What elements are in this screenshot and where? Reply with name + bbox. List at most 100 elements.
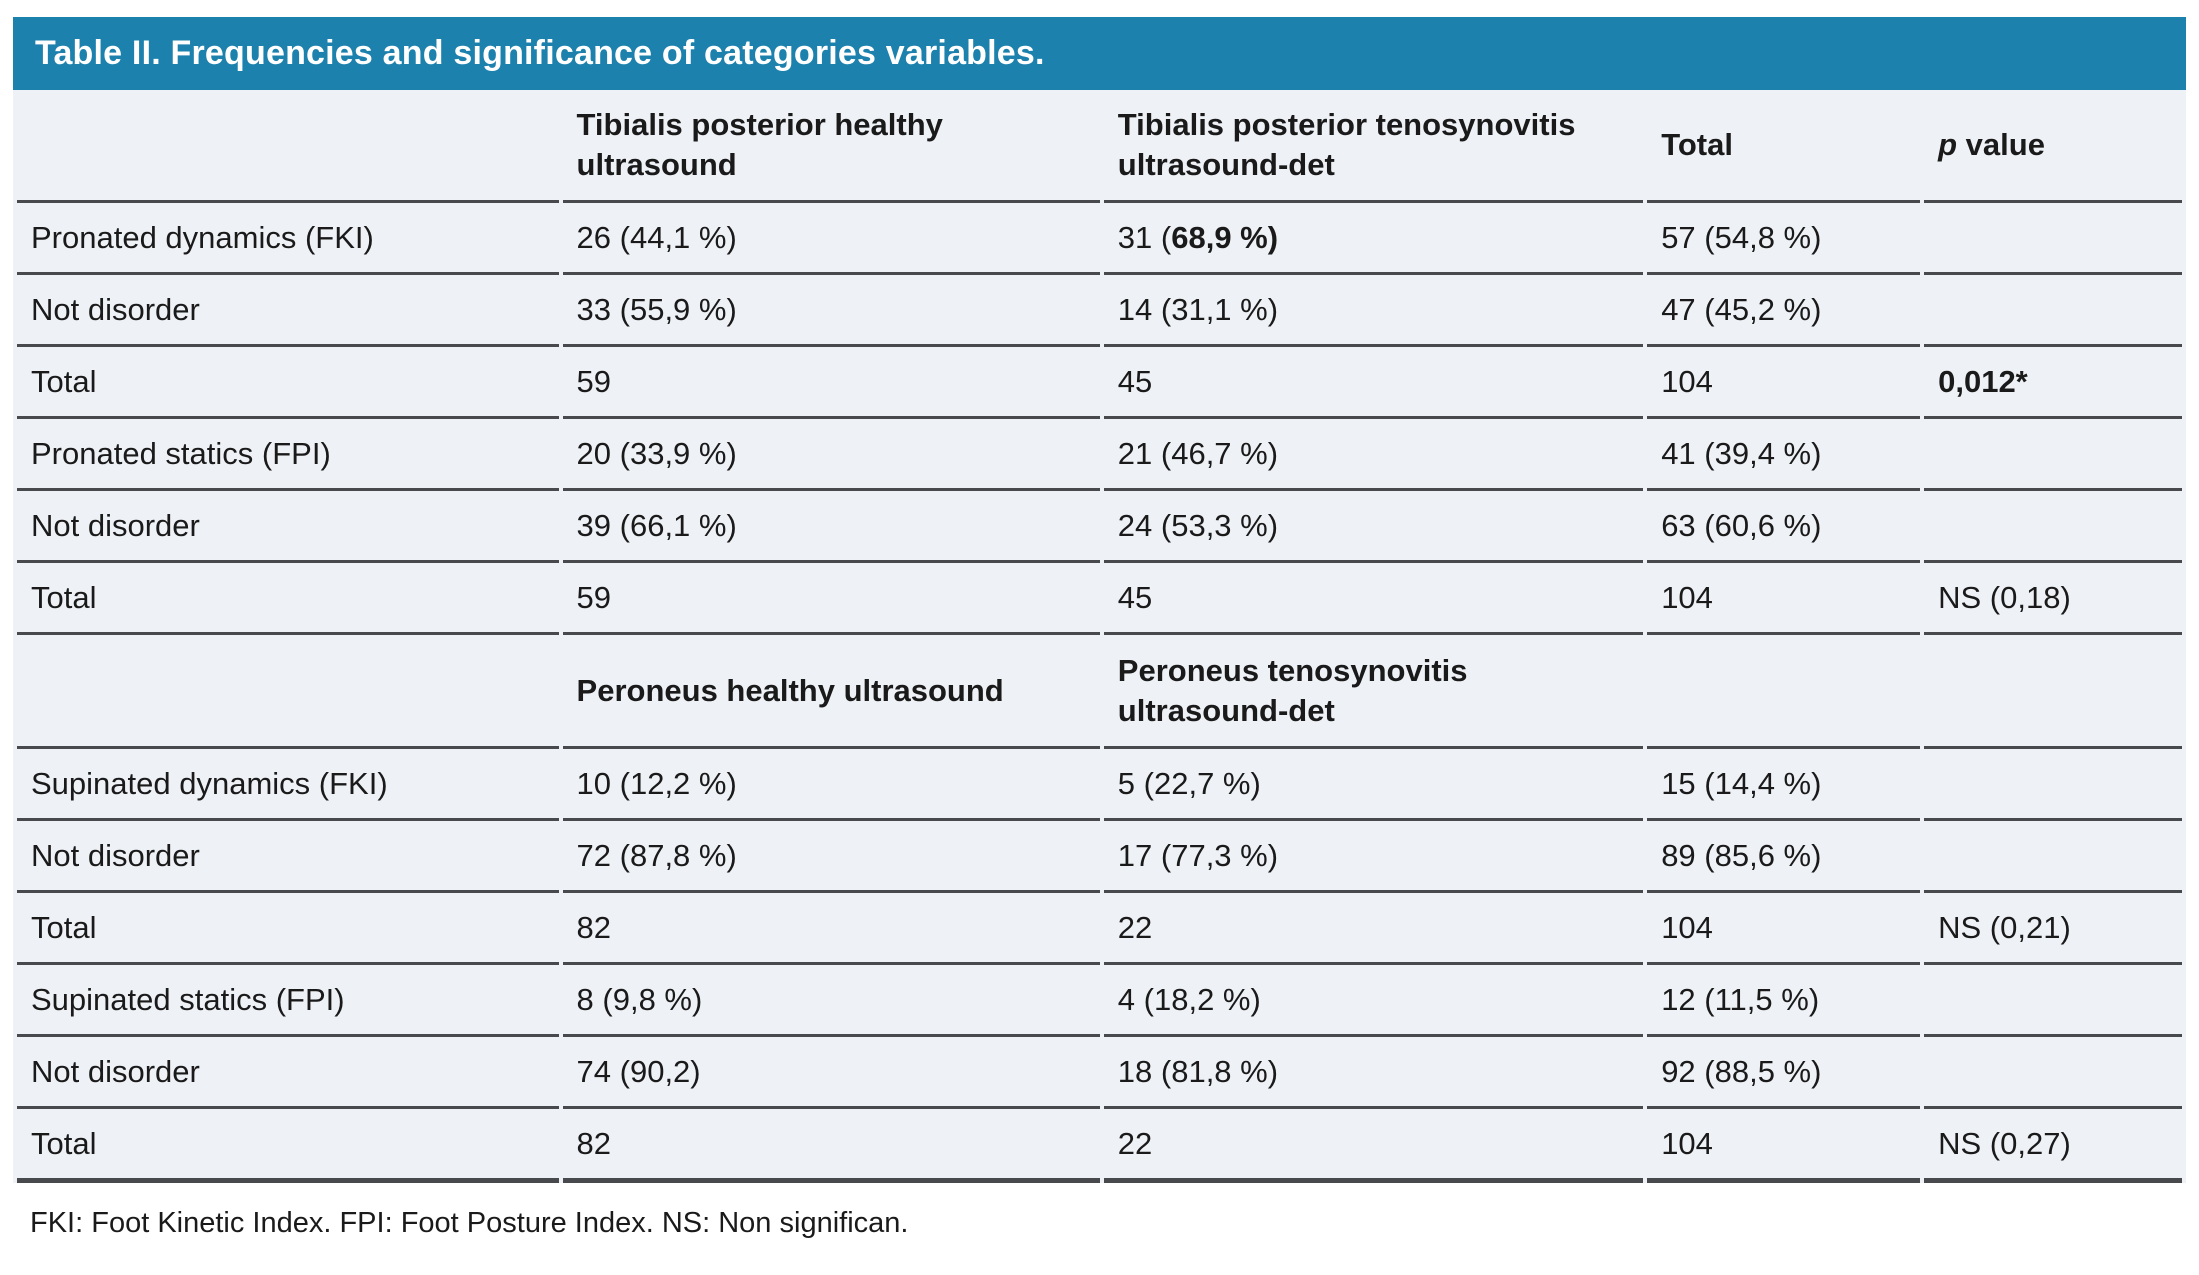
cell-text: Not disorder <box>31 1053 200 1089</box>
table-row: Total 82 22 104 NS (0,21) <box>17 893 2182 965</box>
cell-text: 72 (87,8 %) <box>576 837 737 873</box>
cell-text: 59 <box>576 579 612 615</box>
table-cell: 82 <box>562 893 1100 965</box>
cell-text: 17 (77,3 %) <box>1117 837 1279 873</box>
table-header-row: Tibialis posterior healthy ultrasound Ti… <box>17 90 2182 203</box>
table-cell: 22 <box>1103 893 1644 965</box>
table-cell: 18 (81,8 %) <box>1103 1037 1644 1109</box>
table-row: Not disorder 74 (90,2) 18 (81,8 %) 92 (88,5… <box>17 1037 2182 1109</box>
cell-text: 104 <box>1661 909 1713 945</box>
table-cell <box>1924 1037 2182 1109</box>
table-cell: 17 (77,3 %) <box>1103 821 1644 893</box>
table-cell: 45 <box>1103 563 1644 635</box>
table-cell: 31 (68,9 %) <box>1103 203 1644 275</box>
table-cell: Pronated statics (FPI) <box>17 419 559 491</box>
cell-text: Pronated statics (FPI) <box>31 435 331 471</box>
table-cell: 104 <box>1647 347 1921 419</box>
table-cell: Peroneus tenosynovitis ultrasound-det <box>1103 635 1644 749</box>
cell-text: 0,012* <box>1938 363 2028 399</box>
header-cell-tibialis-healthy: Tibialis posterior healthy ultrasound <box>562 90 1100 203</box>
cell-text: 31 ( <box>1117 219 1172 255</box>
cell-text: 15 (14,4 %) <box>1661 765 1822 801</box>
cell-text: 21 (46,7 %) <box>1117 435 1279 471</box>
table-cell: 33 (55,9 %) <box>562 275 1100 347</box>
table-title-bar: Table II. Frequencies and significance o… <box>13 17 2186 90</box>
table-cell: 89 (85,6 %) <box>1647 821 1921 893</box>
table-cell: Total <box>17 893 559 965</box>
table-cell: 24 (53,3 %) <box>1103 491 1644 563</box>
cell-text: 10 (12,2 %) <box>576 765 737 801</box>
cell-text: 82 <box>576 1125 612 1161</box>
cell-text: Total <box>31 909 97 945</box>
cell-text: NS (0,18) <box>1938 579 2071 615</box>
table-cell: 82 <box>562 1109 1100 1183</box>
cell-text: NS (0,27) <box>1938 1125 2071 1161</box>
table-cell: 8 (9,8 %) <box>562 965 1100 1037</box>
cell-text: 59 <box>576 363 612 399</box>
table-cell: NS (0,21) <box>1924 893 2182 965</box>
table-cell: 57 (54,8 %) <box>1647 203 1921 275</box>
frequencies-table: Tibialis posterior healthy ultrasound Ti… <box>13 90 2186 1183</box>
header-cell-total: Total <box>1647 90 1921 203</box>
table-cell: Total <box>17 563 559 635</box>
table-row: Not disorder 72 (87,8 %) 17 (77,3 %) 89 (85… <box>17 821 2182 893</box>
table-cell: 59 <box>562 563 1100 635</box>
table-cell: 63 (60,6 %) <box>1647 491 1921 563</box>
cell-text: Not disorder <box>31 837 200 873</box>
cell-text: 74 (90,2) <box>576 1053 701 1089</box>
table-cell: 45 <box>1103 347 1644 419</box>
table-cell: NS (0,18) <box>1924 563 2182 635</box>
table-body: Pronated dynamics (FKI) 26 (44,1 %) 31 (68… <box>17 203 2182 1183</box>
p-value-rest: value <box>1957 127 2045 163</box>
table-cell: Supinated dynamics (FKI) <box>17 749 559 821</box>
table-cell: 104 <box>1647 563 1921 635</box>
cell-text: 22 <box>1117 909 1153 945</box>
cell-text: Total <box>31 1125 97 1161</box>
table-cell: 104 <box>1647 893 1921 965</box>
cell-text: 39 (66,1 %) <box>576 507 737 543</box>
cell-text: 63 (60,6 %) <box>1661 507 1822 543</box>
table-cell <box>1924 965 2182 1037</box>
table-cell: 22 <box>1103 1109 1644 1183</box>
cell-text: 104 <box>1661 1125 1713 1161</box>
table-cell <box>1924 275 2182 347</box>
cell-text: Peroneus tenosynovitis ultrasound-det <box>1117 652 1468 728</box>
cell-text: 45 <box>1117 579 1153 615</box>
table-row: Not disorder 39 (66,1 %) 24 (53,3 %) 63 (60… <box>17 491 2182 563</box>
header-cell-empty <box>17 90 559 203</box>
cell-text: NS (0,21) <box>1938 909 2071 945</box>
cell-text: Supinated statics (FPI) <box>31 981 345 1017</box>
table-cell <box>1924 821 2182 893</box>
table-cell: 14 (31,1 %) <box>1103 275 1644 347</box>
table-cell: 5 (22,7 %) <box>1103 749 1644 821</box>
cell-text: 57 (54,8 %) <box>1661 219 1822 255</box>
table-cell <box>1924 419 2182 491</box>
cell-text: 24 (53,3 %) <box>1117 507 1279 543</box>
table-row: Pronated dynamics (FKI) 26 (44,1 %) 31 (68… <box>17 203 2182 275</box>
cell-text: 12 (11,5 %) <box>1661 981 1820 1017</box>
table-cell: Supinated statics (FPI) <box>17 965 559 1037</box>
table-cell: 72 (87,8 %) <box>562 821 1100 893</box>
p-value-italic-p: p <box>1938 127 1958 163</box>
table-cell <box>1924 635 2182 749</box>
table-footnote: FKI: Foot Kinetic Index. FPI: Foot Postu… <box>30 1207 909 1239</box>
table-cell <box>1924 491 2182 563</box>
table-cell: 10 (12,2 %) <box>562 749 1100 821</box>
table-cell: Not disorder <box>17 821 559 893</box>
table-cell: NS (0,27) <box>1924 1109 2182 1183</box>
header-cell-tibialis-tenosynovitis: Tibialis posterior tenosynovitis ultraso… <box>1103 90 1644 203</box>
cell-text: Total <box>31 579 97 615</box>
table-row: Supinated statics (FPI) 8 (9,8 %) 4 (18,2 … <box>17 965 2182 1037</box>
cell-text: 68,9 %) <box>1171 219 1279 255</box>
cell-text: 89 (85,6 %) <box>1661 837 1822 873</box>
cell-text: 41 (39,4 %) <box>1661 435 1822 471</box>
cell-text: 8 (9,8 %) <box>576 981 703 1017</box>
table-cell <box>1924 203 2182 275</box>
table-cell: 39 (66,1 %) <box>562 491 1100 563</box>
table-row: Not disorder 33 (55,9 %) 14 (31,1 %) 47 (45… <box>17 275 2182 347</box>
table-cell <box>1647 635 1921 749</box>
table-row: Supinated dynamics (FKI) 10 (12,2 %) 5 (22… <box>17 749 2182 821</box>
cell-text: 33 (55,9 %) <box>576 291 737 327</box>
subheader-row: Peroneus healthy ultrasound Peroneus teno… <box>17 635 2182 749</box>
